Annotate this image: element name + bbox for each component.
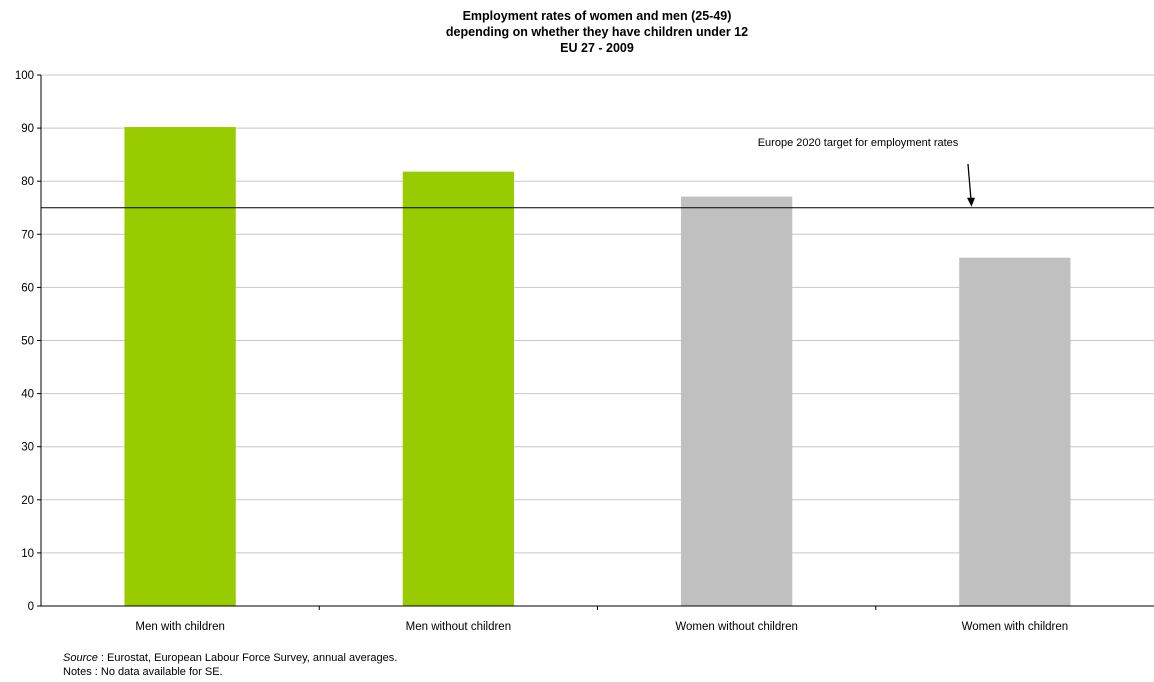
target-arrow-icon (967, 163, 975, 207)
notes-text: Notes : No data available for SE. (63, 666, 223, 678)
y-tick-labels: 0 10 20 30 40 50 60 70 80 90 100 (15, 70, 34, 613)
y-tick-label: 20 (21, 495, 34, 507)
y-tick-label: 30 (21, 442, 34, 454)
bar (680, 196, 793, 606)
y-tick-label: 50 (21, 336, 34, 348)
y-tick-label: 70 (21, 229, 34, 241)
y-tick-label: 90 (21, 123, 34, 135)
source-text: : Eurostat, European Labour Force Survey… (97, 652, 398, 664)
bars (124, 127, 1071, 607)
chart-title: Employment rates of women and men (25-49… (446, 9, 748, 55)
y-tick-label: 100 (15, 70, 34, 82)
bar (402, 171, 515, 606)
y-tick-label: 0 (28, 601, 34, 613)
y-tick-label: 10 (21, 548, 34, 560)
source-label: Source (63, 652, 98, 664)
bar (959, 257, 1071, 606)
footnotes: Source : Eurostat, European Labour Force… (63, 651, 397, 679)
x-category-label: Men without children (406, 621, 511, 633)
target-reference: Europe 2020 target for employment rates (41, 137, 1154, 209)
y-tick-label: 40 (21, 389, 34, 401)
chart-title-line-3: EU 27 - 2009 (560, 41, 634, 55)
axes (37, 74, 1154, 610)
target-line-label: Europe 2020 target for employment rates (758, 137, 959, 149)
source-note: Source : Eurostat, European Labour Force… (63, 651, 397, 665)
y-tick-label: 60 (21, 282, 34, 294)
x-category-label: Men with children (135, 621, 224, 633)
y-tick-label: 80 (21, 176, 34, 188)
x-category-label: Women with children (962, 621, 1069, 633)
arrow-head (967, 197, 975, 207)
arrow-shaft (967, 163, 972, 200)
chart-title-line-2: depending on whether they have children … (446, 25, 748, 39)
x-category-label: Women without children (675, 621, 798, 633)
x-category-labels: Men with children Men without children Wom… (135, 621, 1068, 633)
bar (124, 127, 236, 607)
chart-title-line-1: Employment rates of women and men (25-49… (463, 9, 732, 23)
